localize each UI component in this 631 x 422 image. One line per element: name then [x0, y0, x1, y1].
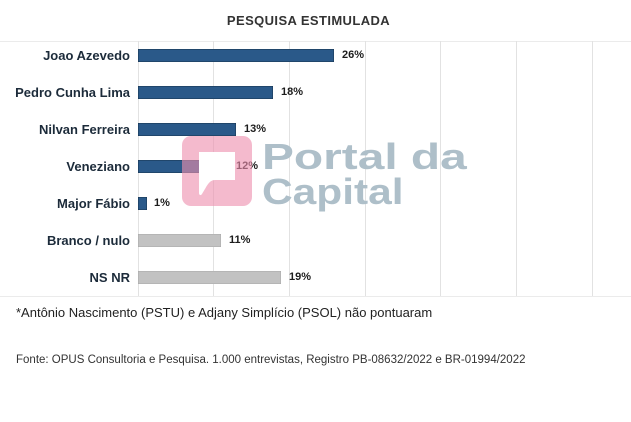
svg-text:Portal da: Portal da	[262, 137, 467, 177]
svg-text:Capital: Capital	[262, 172, 404, 212]
